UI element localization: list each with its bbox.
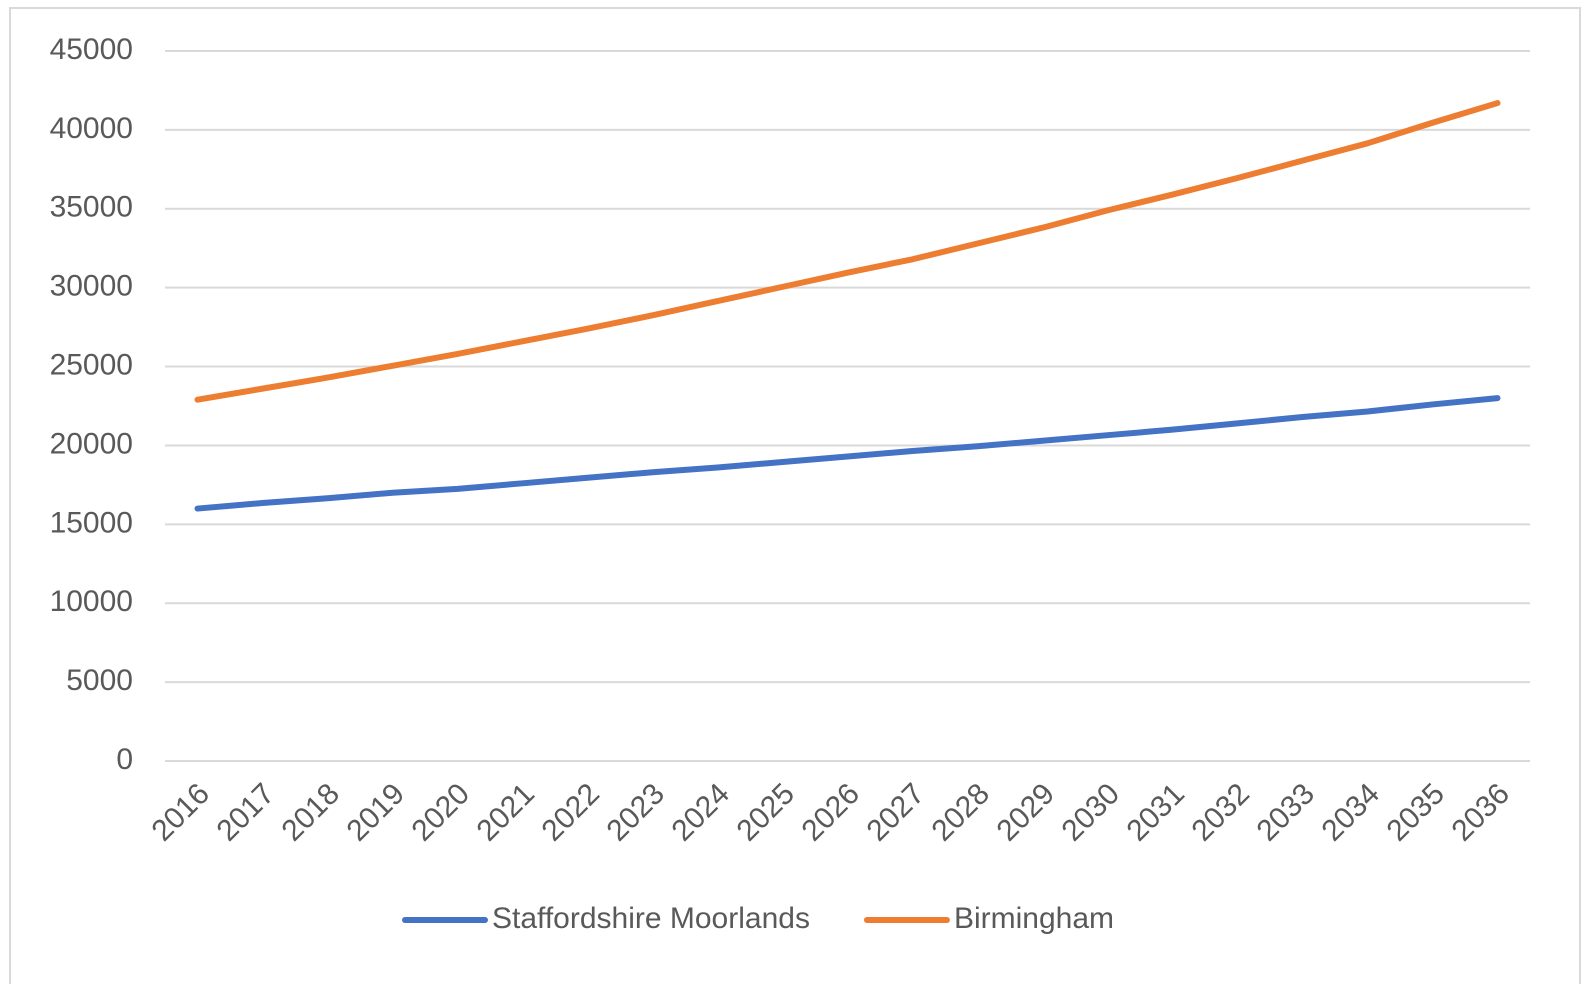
x-tick-label: 2023 [601, 777, 672, 848]
y-tick-label: 45000 [50, 33, 133, 66]
x-tick-label: 2018 [276, 777, 347, 848]
x-tick-label: 2030 [1056, 777, 1127, 848]
y-tick-label: 35000 [50, 191, 133, 224]
y-tick-label: 0 [116, 743, 133, 776]
y-tick-label: 25000 [50, 348, 133, 381]
y-tick-label: 5000 [66, 664, 133, 697]
series-line [194, 395, 1501, 512]
legend-label: Birmingham [954, 902, 1114, 935]
x-tick-label: 2019 [341, 777, 412, 848]
x-tick-label: 2035 [1381, 777, 1452, 848]
y-tick-label: 40000 [50, 112, 133, 145]
x-tick-label: 2017 [211, 777, 282, 848]
chart-frame [9, 7, 1581, 989]
y-tick-label: 10000 [50, 585, 133, 618]
x-tick-label: 2033 [1251, 777, 1322, 848]
x-tick-label: 2029 [991, 777, 1062, 848]
x-tick-label: 2025 [731, 777, 802, 848]
x-tick-label: 2024 [666, 777, 737, 848]
y-tick-label: 30000 [50, 270, 133, 303]
series-line [194, 100, 1501, 403]
x-tick-label: 2028 [926, 777, 997, 848]
x-tick-label: 2036 [1446, 777, 1517, 848]
x-tick-label: 2031 [1121, 777, 1192, 848]
x-tick-label: 2022 [536, 777, 607, 848]
x-tick-label: 2027 [861, 777, 932, 848]
x-tick-label: 2020 [406, 777, 477, 848]
x-tick-label: 2034 [1316, 777, 1387, 848]
x-tick-label: 2026 [796, 777, 867, 848]
y-tick-label: 20000 [50, 427, 133, 460]
legend-label: Staffordshire Moorlands [492, 902, 810, 935]
x-tick-label: 2032 [1186, 777, 1257, 848]
x-tick-label: 2016 [146, 777, 217, 848]
y-tick-label: 15000 [50, 506, 133, 539]
x-tick-label: 2021 [471, 777, 542, 848]
